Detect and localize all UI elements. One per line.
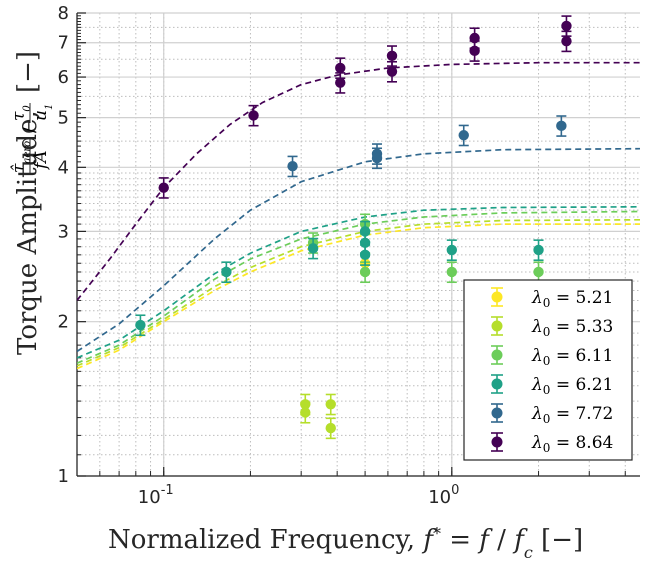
y-tick-label: 5: [58, 108, 69, 129]
marker: [248, 110, 259, 121]
data-point-5: [469, 40, 480, 62]
y-tick-label: 2: [58, 312, 69, 333]
data-point-5: [386, 60, 398, 83]
fit-line-1: [77, 218, 640, 367]
fit-line-2: [77, 210, 640, 364]
marker: [221, 266, 232, 278]
marker: [533, 266, 544, 278]
fit-line-5: [77, 61, 640, 301]
data-point-4: [287, 155, 298, 178]
data-point-2: [446, 261, 458, 284]
legend-label: λ0 = 5.21: [531, 288, 613, 310]
legend-marker: [491, 378, 503, 390]
y-axis-label-text: Torque Amplitude,: [13, 110, 43, 355]
marker: [300, 407, 311, 418]
data-point-3: [135, 314, 146, 337]
y-tick-label: 1: [58, 466, 69, 487]
legend-entry-4: λ0 = 7.72: [491, 403, 613, 426]
data-point-5: [561, 15, 572, 37]
marker: [335, 77, 346, 88]
legend-label: λ0 = 8.64: [531, 433, 613, 455]
marker: [386, 66, 398, 77]
legend-label: λ0 = 5.33: [531, 317, 613, 339]
data-point-3: [307, 237, 319, 260]
marker: [561, 35, 572, 47]
data-point-1: [325, 417, 336, 440]
marker: [359, 249, 371, 261]
marker: [533, 244, 544, 256]
marker: [325, 422, 336, 434]
marker: [386, 50, 398, 62]
data-point-4: [458, 124, 469, 147]
data-point-3: [221, 261, 232, 284]
marker: [359, 226, 371, 237]
marker: [287, 161, 298, 172]
y-tick-label: 3: [58, 221, 69, 242]
legend-label: λ0 = 7.72: [531, 404, 613, 426]
marker: [335, 62, 346, 74]
legend-marker: [491, 436, 503, 448]
marker: [325, 399, 336, 410]
marker: [446, 266, 458, 278]
data-point-1: [325, 393, 336, 416]
x-axis-label: Normalized Frequency, f* = f / fc [−]: [108, 524, 583, 561]
y-label-unit: [−]: [13, 51, 43, 93]
legend-entry-5: λ0 = 8.64: [491, 432, 613, 455]
legend-box: [463, 279, 633, 461]
axes: [76, 12, 640, 477]
marker: [561, 20, 572, 32]
legend-entry-2: λ0 = 6.11: [491, 345, 613, 368]
data-point-5: [561, 30, 572, 53]
data-point-3: [359, 244, 371, 266]
data-point-1: [300, 401, 311, 424]
marker: [359, 266, 371, 278]
marker: [458, 130, 469, 141]
y-label-den-left: fA: [31, 150, 51, 171]
legend-entry-1: λ0 = 5.33: [491, 316, 613, 339]
legend-label: λ0 = 6.11: [531, 346, 613, 368]
legend-entry-3: λ0 = 6.21: [491, 374, 613, 397]
y-tick-label: 7: [58, 33, 69, 54]
legend: λ0 = 5.21 λ0 = 5.33 λ0 = 6.11 λ0 = 6.21 λ0 =…: [463, 279, 633, 461]
legend-label: λ0 = 6.21: [531, 375, 613, 397]
data-point-5: [158, 177, 169, 199]
legend-marker: [491, 349, 503, 361]
data-point-3: [446, 239, 458, 262]
marker: [371, 152, 383, 164]
marker: [158, 182, 169, 193]
fit-line-4: [77, 147, 640, 353]
data-point-3: [533, 239, 544, 262]
legend-marker: [491, 320, 503, 332]
data-point-5: [248, 104, 259, 127]
legend-marker: [491, 291, 503, 303]
y-tick-label: 8: [58, 3, 69, 24]
marker: [135, 319, 146, 331]
data-point-5: [335, 72, 346, 94]
y-tick-label: 6: [58, 67, 69, 88]
legend-entry-0: λ0 = 5.21: [491, 287, 613, 310]
marker: [446, 244, 458, 256]
legend-marker: [491, 407, 503, 419]
marker: [469, 45, 480, 57]
data-point-4: [556, 115, 567, 137]
data-series: [77, 15, 640, 440]
x-axis-label-text: Normalized Frequency, f* = f / fc [−]: [108, 524, 583, 561]
data-point-4: [371, 147, 383, 170]
y-tick-label: 4: [58, 157, 69, 178]
marker: [307, 243, 319, 254]
marker: [556, 120, 567, 132]
y-label-slash: /: [20, 127, 40, 133]
